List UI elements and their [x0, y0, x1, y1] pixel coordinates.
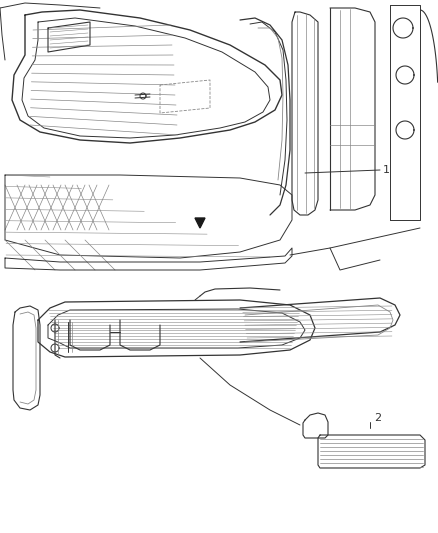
- Text: 1: 1: [383, 165, 390, 175]
- Text: 2: 2: [374, 413, 381, 423]
- Polygon shape: [195, 218, 205, 228]
